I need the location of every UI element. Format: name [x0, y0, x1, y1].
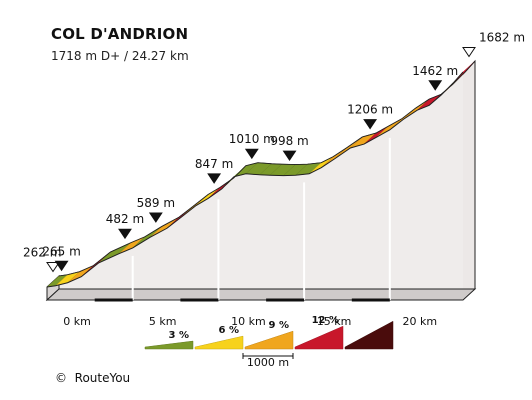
- elevation-marker: 482 m: [106, 212, 144, 240]
- filled-triangle-icon: [363, 119, 378, 130]
- x-axis-ticks: 0 km 5 km 10 km 15 km 20 km: [63, 315, 437, 328]
- legend-label: 9 %: [269, 320, 289, 331]
- copyright-icon: ©: [55, 371, 67, 385]
- legend-label: 6 %: [219, 325, 239, 336]
- elevation-marker: 1206 m: [347, 103, 393, 130]
- profile-front-edge: [46, 71, 464, 288]
- legend-swatch: [294, 325, 344, 350]
- elevation-marker: 1462 m: [412, 64, 458, 91]
- x-tick-label: 5 km: [149, 315, 177, 328]
- legend-scale-label: 1000 m: [247, 356, 289, 369]
- open-triangle-icon: [462, 47, 476, 58]
- elevation-label: 265 m: [42, 244, 80, 258]
- profile-back-edge: [58, 60, 476, 277]
- elevation-label: 589 m: [137, 196, 175, 210]
- open-triangle-icon: [46, 262, 60, 273]
- legend-label: 12 %: [312, 315, 339, 326]
- elevation-marker: 589 m: [137, 196, 175, 223]
- elevation-label: 1010 m: [229, 132, 275, 146]
- filled-triangle-icon: [428, 80, 443, 91]
- profile-front-face: [47, 72, 463, 300]
- elevation-label: 262 m: [23, 246, 61, 260]
- x-tick-label: 10 km: [231, 315, 266, 328]
- legend-swatch: [144, 340, 194, 350]
- km-dividers: [94, 137, 391, 302]
- credit-text: RouteYou: [74, 371, 131, 385]
- elevation-label: 1682 m: [479, 31, 525, 45]
- elevation-marker: 262 m: [23, 246, 61, 273]
- elevation-label: 847 m: [195, 157, 233, 171]
- legend-swatch: [194, 335, 244, 350]
- filled-triangle-icon: [54, 260, 69, 272]
- filled-triangle-icon: [148, 212, 163, 223]
- legend-swatch: [344, 320, 394, 350]
- elevation-marker: 847 m: [195, 157, 233, 184]
- profile-base: [45, 59, 477, 302]
- chart-subtitle: 1718 m D+ / 24.27 km: [51, 49, 189, 63]
- filled-triangle-icon: [118, 228, 132, 240]
- elevation-marker: 1010 m: [229, 132, 275, 160]
- elevation-label: 1206 m: [347, 103, 393, 117]
- elevation-marker: 265 m: [42, 244, 81, 272]
- credit: © RouteYou: [55, 371, 130, 385]
- elevation-label: 482 m: [106, 212, 144, 226]
- elevation-marker: 1682 m: [462, 31, 525, 58]
- filled-triangle-icon: [244, 148, 259, 160]
- elevation-label: 1462 m: [412, 64, 458, 78]
- chart-title: COL D'ANDRION: [51, 25, 189, 43]
- elevation-marker: 998 m: [270, 134, 309, 161]
- gradient-legend: 3 % 6 % 9 % 12 % 1000 m: [144, 315, 394, 369]
- filled-triangle-icon: [207, 173, 222, 184]
- profile-surface: [46, 60, 476, 288]
- legend-label: 3 %: [169, 330, 189, 341]
- x-tick-label: 15 km: [317, 315, 352, 328]
- x-tick-label: 0 km: [63, 315, 91, 328]
- elevation-label: 998 m: [270, 134, 308, 148]
- x-tick-label: 20 km: [403, 315, 438, 328]
- filled-triangle-icon: [282, 150, 297, 161]
- profile-bottom-slab: [45, 288, 477, 301]
- legend-swatch: [244, 330, 294, 350]
